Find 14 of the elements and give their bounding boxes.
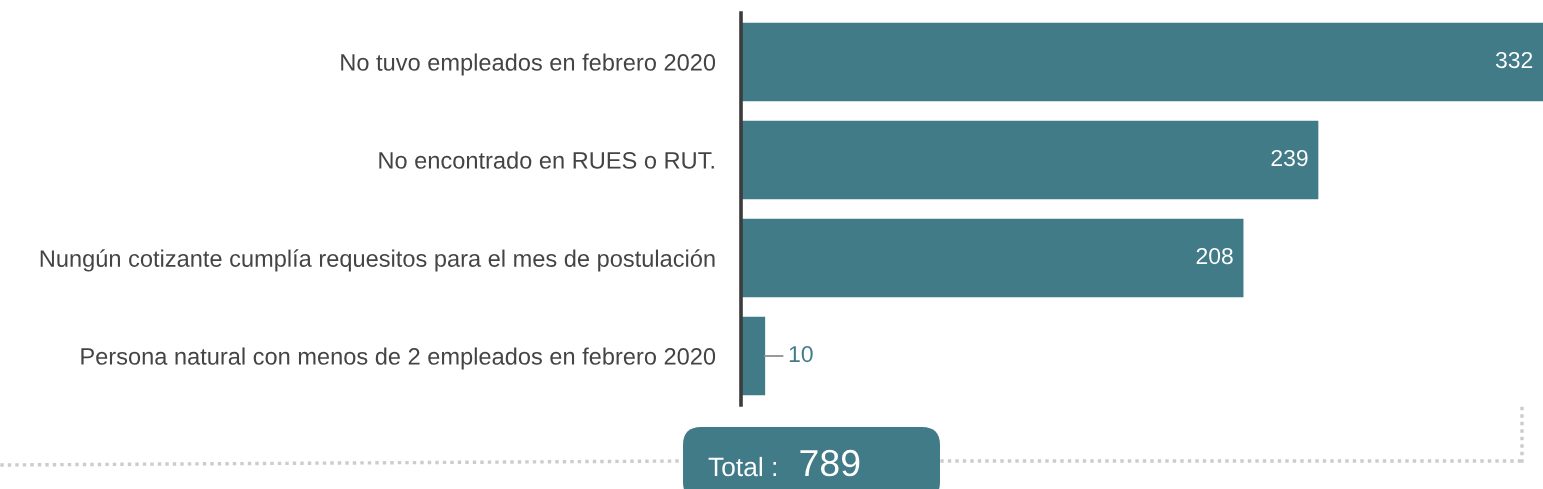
- y-tick-label: Persona natural con menos de 2 empleados en febrero 2020: [81, 347, 716, 370]
- y-tick-label: No encontrado en RUES o RUT.: [379, 151, 714, 169]
- bar: [741, 120, 1319, 200]
- y-tick-label: Nungún cotizante cumplía requesitos para el mes de postulación: [40, 249, 715, 272]
- data-label: 10: [789, 345, 813, 363]
- data-label: 208: [1196, 247, 1233, 265]
- bar: [741, 218, 1244, 298]
- bar: [741, 22, 1543, 102]
- data-label: 332: [1495, 51, 1533, 69]
- text: Total :: [708, 456, 776, 477]
- bar: [741, 316, 766, 396]
- text: 789: [800, 449, 860, 477]
- y-tick-label: No tuvo empleados en febrero 2020: [341, 53, 716, 76]
- data-label: 239: [1271, 149, 1308, 167]
